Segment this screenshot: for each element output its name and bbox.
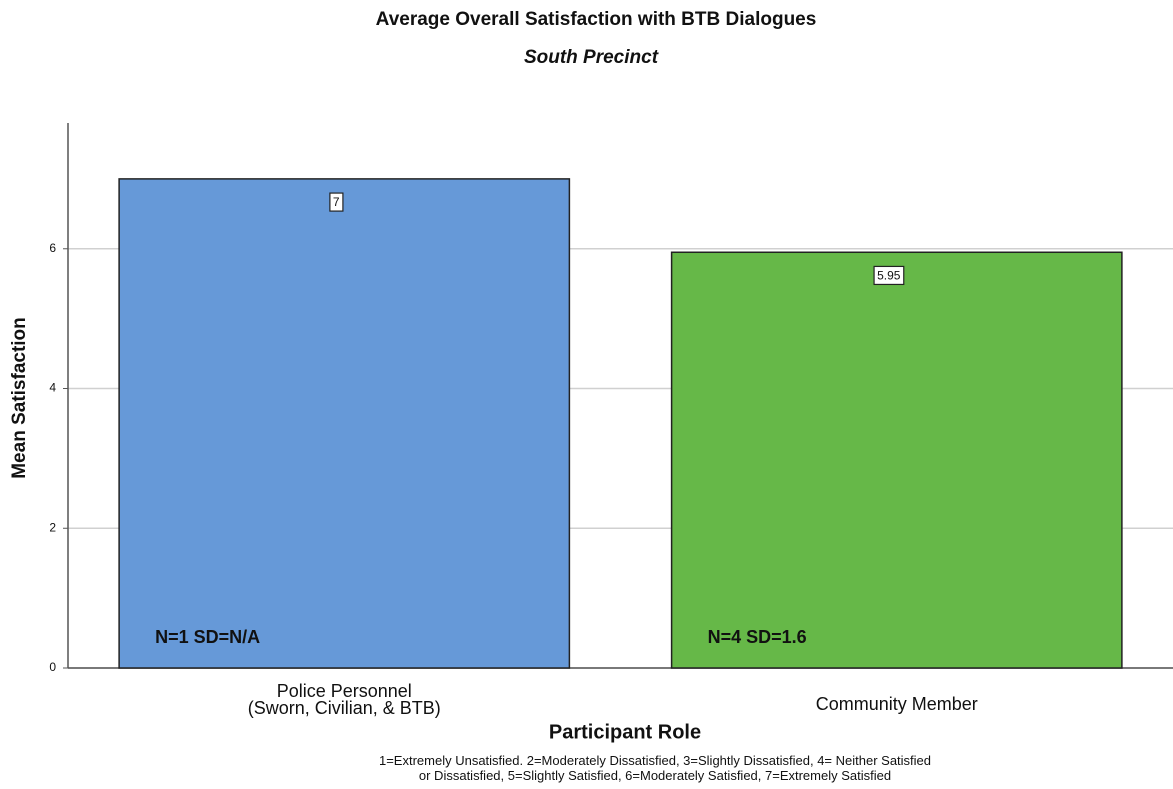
y-tick-label: 0	[49, 660, 56, 674]
y-tick-label: 2	[49, 520, 56, 534]
y-tick-label: 6	[49, 241, 56, 255]
footnote: 1=Extremely Unsatisfied. 2=Moderately Di…	[379, 753, 931, 783]
bar	[670, 251, 1123, 669]
x-tick-label: Police Personnel (Sworn, Civilian, & BTB)	[248, 681, 441, 718]
chart-title: Average Overall Satisfaction with BTB Di…	[376, 9, 817, 30]
bar-annotation: N=1 SD=N/A	[155, 627, 260, 647]
y-tick-label: 4	[49, 381, 56, 395]
value-label-box	[329, 192, 344, 212]
x-tick-label: Community Member	[816, 694, 978, 714]
chart-subtitle: South Precinct	[524, 47, 659, 68]
value-label: 5.95	[877, 268, 901, 282]
bar-annotation: N=4 SD=1.6	[708, 627, 807, 647]
value-label: 7	[333, 195, 340, 209]
value-label-box	[873, 265, 905, 286]
y-axis-label: Mean Satisfaction	[9, 317, 30, 479]
bar	[118, 178, 571, 669]
x-axis-label: Participant Role	[549, 721, 701, 743]
